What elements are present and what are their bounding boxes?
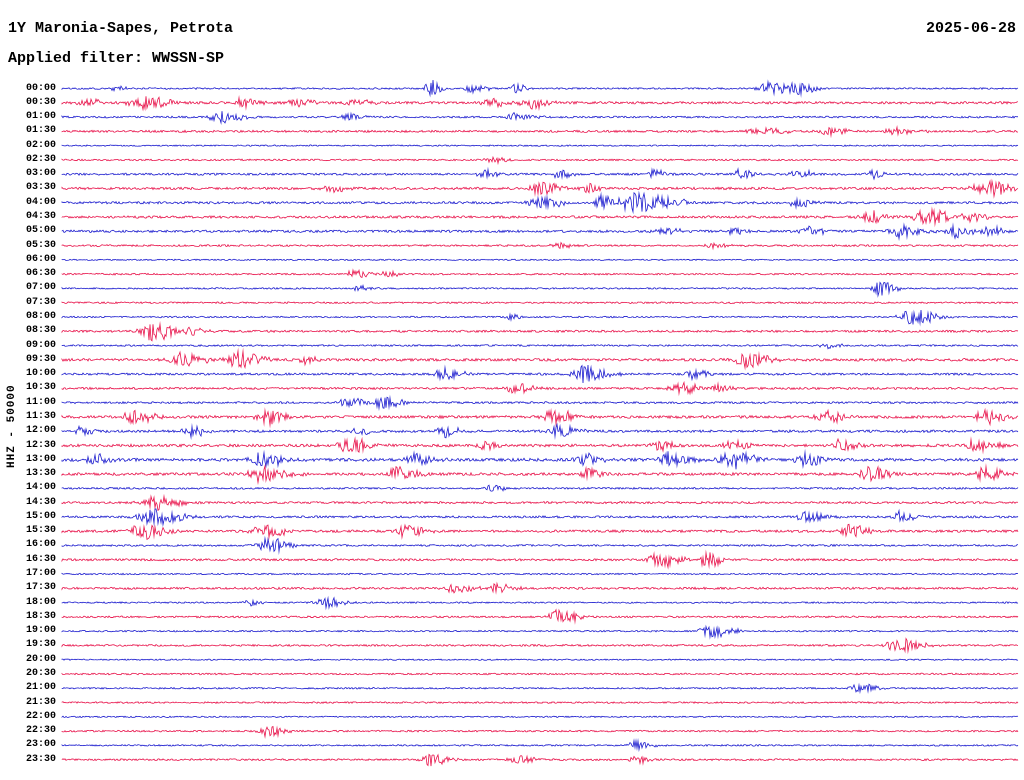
time-label: 00:00 xyxy=(25,82,56,94)
time-label: 15:00 xyxy=(25,510,56,522)
record-date: 2025-06-28 xyxy=(925,20,1016,37)
time-label: 08:00 xyxy=(25,310,56,322)
time-label: 12:00 xyxy=(25,425,56,437)
time-label: 05:00 xyxy=(25,225,56,237)
time-label: 23:30 xyxy=(25,753,56,765)
time-label: 14:00 xyxy=(25,482,56,494)
time-label: 21:30 xyxy=(25,696,56,708)
time-label: 19:30 xyxy=(25,639,56,651)
time-label: 17:00 xyxy=(25,568,56,580)
time-label: 10:00 xyxy=(25,368,56,380)
time-label: 08:30 xyxy=(25,325,56,337)
time-label: 21:00 xyxy=(25,682,56,694)
time-label: 22:30 xyxy=(25,725,56,737)
time-label: 13:00 xyxy=(25,453,56,465)
time-label: 03:30 xyxy=(25,182,56,194)
time-label: 03:00 xyxy=(25,168,56,180)
time-label: 12:30 xyxy=(25,439,56,451)
time-label: 02:00 xyxy=(25,139,56,151)
time-label: 14:30 xyxy=(25,496,56,508)
time-label: 01:30 xyxy=(25,125,56,137)
time-label: 04:30 xyxy=(25,211,56,223)
time-label: 06:00 xyxy=(25,253,56,265)
time-label: 18:00 xyxy=(25,596,56,608)
time-label: 18:30 xyxy=(25,610,56,622)
time-label: 23:00 xyxy=(25,739,56,751)
time-label: 09:00 xyxy=(25,339,56,351)
time-label: 20:00 xyxy=(25,653,56,665)
time-label: 16:30 xyxy=(25,553,56,565)
time-label: 07:30 xyxy=(25,296,56,308)
time-label: 20:30 xyxy=(25,667,56,679)
filter-label: Applied filter: WWSSN-SP xyxy=(8,50,225,67)
time-label: 00:30 xyxy=(25,96,56,108)
time-label: 09:30 xyxy=(25,353,56,365)
time-label: 19:00 xyxy=(25,625,56,637)
time-label: 05:30 xyxy=(25,239,56,251)
time-label: 04:00 xyxy=(25,196,56,208)
time-label: 15:30 xyxy=(25,525,56,537)
time-label: 06:30 xyxy=(25,268,56,280)
time-label: 02:30 xyxy=(25,153,56,165)
time-label: 01:00 xyxy=(25,111,56,123)
time-label: 10:30 xyxy=(25,382,56,394)
time-label: 22:00 xyxy=(25,710,56,722)
time-label: 17:30 xyxy=(25,582,56,594)
station-title: 1Y Maronia-Sapes, Petrota xyxy=(8,20,234,37)
time-label: 11:30 xyxy=(25,410,56,422)
time-label: 11:00 xyxy=(25,396,56,408)
time-label: 13:30 xyxy=(25,468,56,480)
time-label: 07:00 xyxy=(25,282,56,294)
time-label: 16:00 xyxy=(25,539,56,551)
